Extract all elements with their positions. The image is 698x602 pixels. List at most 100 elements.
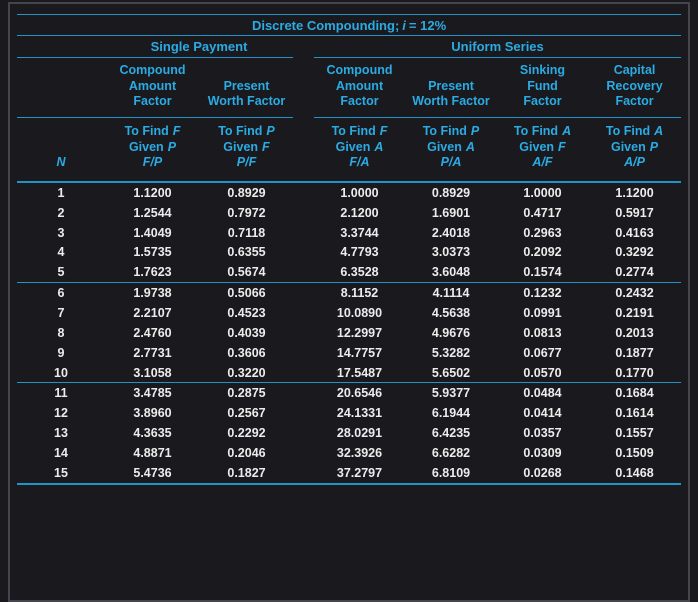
column-gap bbox=[293, 383, 314, 403]
cell-period-n: 12 bbox=[54, 406, 68, 421]
cell-fa-factor: 17.5487 bbox=[314, 362, 405, 384]
table-row: 6 1.9738 0.5066 8.1152 4.1114 0.1232 0.2… bbox=[17, 283, 681, 303]
subhead-ap: To Find A Given P A/P bbox=[588, 117, 682, 183]
table-row: 1 1.1200 0.8929 1.0000 0.8929 1.0000 1.1… bbox=[17, 182, 681, 203]
cell-fa-factor: 3.3744 bbox=[340, 225, 379, 240]
column-gap bbox=[293, 443, 314, 463]
title-text: Discrete Compounding; bbox=[251, 17, 400, 33]
column-gap bbox=[293, 323, 314, 343]
cell-af-factor: 0.0414 bbox=[523, 406, 562, 421]
cell-af-factor: 0.0357 bbox=[523, 426, 562, 441]
cell-af-factor: 0.0268 bbox=[497, 462, 588, 485]
colhead-fp: Compound Amount Factor bbox=[105, 57, 200, 118]
cell-pf-factor: 0.2567 bbox=[227, 406, 266, 421]
cell-pf-factor: 0.7972 bbox=[227, 205, 266, 220]
cell-pf-factor: 0.5066 bbox=[227, 286, 266, 301]
cell-pa-factor: 5.6502 bbox=[405, 362, 497, 384]
cell-pa-factor: 4.5638 bbox=[431, 305, 471, 320]
table-title-row: Discrete Compounding; i = 12% bbox=[17, 14, 682, 36]
cell-pf-factor: 0.4523 bbox=[227, 305, 266, 320]
table-row: 5 1.7623 0.5674 6.3528 3.6048 0.1574 0.2… bbox=[17, 262, 682, 284]
cell-ap-factor: 0.1770 bbox=[588, 362, 682, 384]
table-row: 7 2.2107 0.4523 10.0890 4.5638 0.0991 0.… bbox=[17, 303, 681, 323]
cell-pf-factor: 0.2875 bbox=[227, 386, 266, 401]
cell-ap-factor: 0.1557 bbox=[615, 426, 654, 441]
colhead-n-spacer bbox=[17, 57, 105, 118]
compound-interest-table: Discrete Compounding; i = 12% Single Payme… bbox=[17, 14, 682, 485]
cell-pa-factor: 3.0373 bbox=[431, 245, 471, 260]
cell-period-n: 3 bbox=[57, 225, 65, 240]
column-gap bbox=[293, 262, 314, 284]
cell-pf-factor: 0.2292 bbox=[227, 426, 266, 441]
cell-ap-factor: 0.1614 bbox=[615, 406, 654, 421]
cell-af-factor: 0.0570 bbox=[497, 362, 588, 384]
cell-fp-factor: 1.9738 bbox=[133, 286, 172, 301]
cell-fa-factor: 1.0000 bbox=[340, 185, 379, 200]
cell-period-n: 5 bbox=[17, 262, 105, 284]
cell-period-n: 9 bbox=[57, 345, 65, 360]
cell-ap-factor: 0.2191 bbox=[615, 305, 654, 320]
cell-ap-factor: 1.1200 bbox=[615, 185, 654, 200]
column-gap bbox=[293, 462, 314, 485]
cell-pf-factor: 0.6355 bbox=[227, 245, 266, 260]
column-gap bbox=[293, 36, 314, 58]
column-gap bbox=[293, 243, 314, 263]
cell-ap-factor: 0.2013 bbox=[615, 325, 654, 340]
table-row: 11 3.4785 0.2875 20.6546 5.9377 0.0484 0… bbox=[17, 383, 681, 403]
cell-fp-factor: 1.5735 bbox=[133, 245, 172, 260]
symbol-header-row: N To Find F Given P F/P To Find P Given F P/… bbox=[17, 117, 682, 183]
cell-fa-factor: 6.3528 bbox=[314, 262, 405, 284]
cell-ap-factor: 0.1509 bbox=[615, 445, 654, 460]
subhead-fp: To Find F Given P F/P bbox=[105, 117, 200, 183]
cell-ap-factor: 0.1684 bbox=[615, 386, 654, 401]
cell-fp-factor: 3.4785 bbox=[133, 386, 172, 401]
title-interest-symbol: i bbox=[402, 17, 406, 33]
table-body: 1 1.1200 0.8929 1.0000 0.8929 1.0000 1.1… bbox=[17, 182, 682, 485]
subhead-af: To Find A Given F A/F bbox=[497, 117, 588, 183]
table-row: 8 2.4760 0.4039 12.2997 4.9676 0.0813 0.… bbox=[17, 323, 681, 343]
cell-fa-factor: 8.1152 bbox=[340, 286, 379, 301]
cell-pa-factor: 1.6901 bbox=[431, 205, 471, 220]
group-spacer-n bbox=[17, 35, 105, 58]
cell-pa-factor: 0.8929 bbox=[431, 185, 471, 200]
cell-ap-factor: 0.1877 bbox=[615, 345, 654, 360]
cell-pa-factor: 5.9377 bbox=[431, 386, 471, 401]
cell-pa-factor: 6.4235 bbox=[431, 426, 471, 441]
subhead-fa: To Find F Given A F/A bbox=[314, 117, 405, 183]
cell-af-factor: 0.2092 bbox=[523, 245, 562, 260]
cell-pf-factor: 0.7118 bbox=[227, 225, 266, 240]
table-row: 13 4.3635 0.2292 28.0291 6.4235 0.0357 0… bbox=[17, 423, 681, 443]
cell-pf-factor: 0.5674 bbox=[200, 262, 293, 284]
subhead-n: N bbox=[17, 117, 105, 183]
colhead-pa: Present Worth Factor bbox=[405, 57, 497, 118]
group-single-payment: Single Payment bbox=[105, 35, 293, 58]
cell-pa-factor: 4.1114 bbox=[432, 286, 470, 301]
cell-pf-factor: 0.2046 bbox=[227, 445, 266, 460]
cell-fp-factor: 2.2107 bbox=[133, 305, 172, 320]
colhead-fa: Compound Amount Factor bbox=[314, 57, 405, 118]
cell-pa-factor: 4.9676 bbox=[431, 325, 471, 340]
cell-fp-factor: 5.4736 bbox=[105, 462, 200, 485]
column-gap bbox=[293, 223, 314, 243]
column-gap bbox=[293, 182, 314, 203]
cell-fa-factor: 32.3926 bbox=[336, 445, 383, 460]
cell-fp-factor: 3.1058 bbox=[105, 362, 200, 384]
column-gap bbox=[293, 362, 314, 384]
cell-af-factor: 1.0000 bbox=[523, 185, 562, 200]
cell-af-factor: 0.0991 bbox=[523, 305, 562, 320]
cell-fp-factor: 2.4760 bbox=[133, 325, 172, 340]
cell-fa-factor: 28.0291 bbox=[336, 426, 383, 441]
cell-period-n: 13 bbox=[54, 426, 68, 441]
cell-pa-factor: 2.4018 bbox=[431, 225, 471, 240]
cell-fa-factor: 10.0890 bbox=[336, 305, 383, 320]
n-column-label: N bbox=[56, 155, 66, 169]
cell-fp-factor: 3.8960 bbox=[133, 406, 172, 421]
cell-pa-factor: 6.1944 bbox=[431, 406, 471, 421]
column-gap bbox=[293, 423, 314, 443]
column-gap bbox=[293, 117, 314, 183]
cell-pf-factor: 0.8929 bbox=[227, 185, 266, 200]
cell-period-n: 4 bbox=[57, 245, 65, 260]
colhead-af: Sinking Fund Factor bbox=[497, 57, 588, 118]
cell-fa-factor: 20.6546 bbox=[336, 386, 383, 401]
table-row: 4 1.5735 0.6355 4.7793 3.0373 0.2092 0.3… bbox=[17, 243, 681, 263]
